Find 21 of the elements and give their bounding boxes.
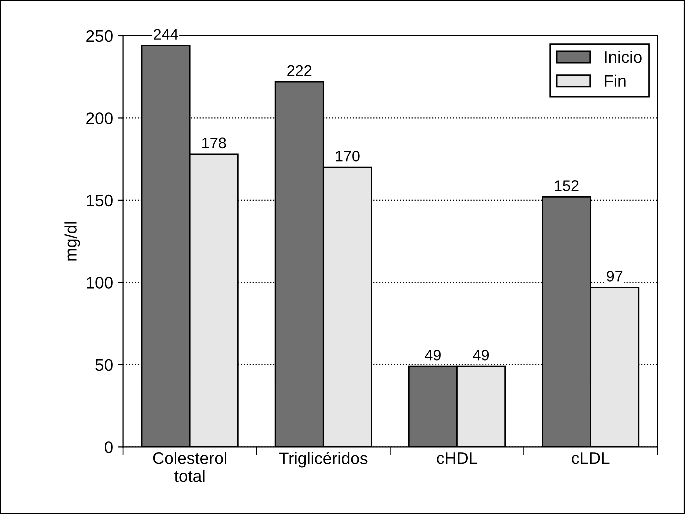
x-tick-label: Colesterol total: [153, 452, 226, 482]
y-tick-label: 250: [86, 30, 113, 42]
y-axis-title: mg/dl: [64, 222, 80, 261]
data-label: 49: [473, 350, 490, 361]
x-tick-label: cHDL: [437, 452, 478, 464]
x-tick-label: Triglicéridos: [279, 452, 368, 468]
y-tick-label: 0: [104, 442, 113, 454]
y-tick-label: 200: [86, 112, 113, 124]
x-tick-label: cLDL: [572, 452, 610, 464]
y-tick-label: 50: [96, 359, 113, 372]
data-label: 244: [154, 29, 178, 40]
legend-label: Fin: [605, 74, 626, 87]
y-tick-label: 150: [87, 194, 113, 207]
data-label: 178: [202, 138, 226, 149]
data-label: 170: [336, 150, 360, 162]
data-label: 97: [607, 271, 623, 282]
data-label: 152: [555, 180, 579, 192]
y-tick-label: 100: [87, 277, 113, 289]
data-label: 222: [288, 65, 312, 76]
legend-label: Inicio: [605, 50, 642, 64]
data-label: 49: [425, 350, 441, 361]
